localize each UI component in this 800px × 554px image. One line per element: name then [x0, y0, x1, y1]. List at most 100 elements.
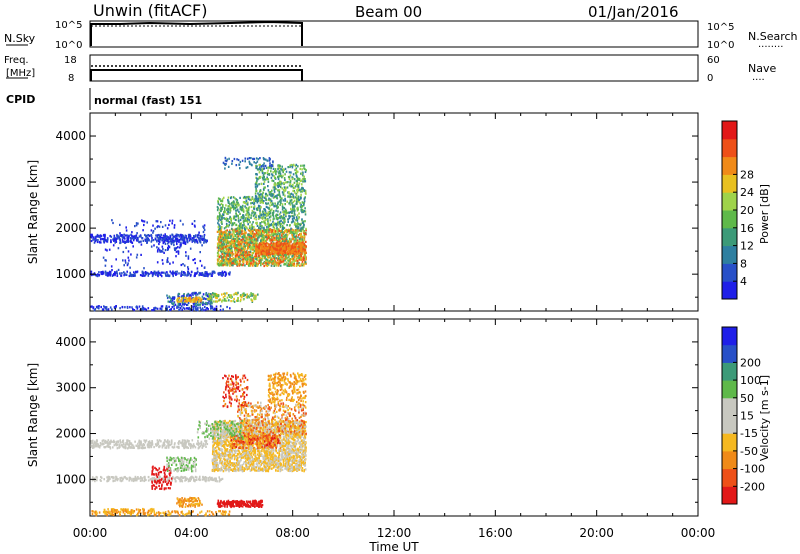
data-cell — [248, 264, 250, 267]
data-cell — [134, 272, 136, 275]
data-cell — [270, 261, 273, 264]
data-cell — [260, 257, 263, 260]
data-cell — [193, 274, 196, 278]
data-cell — [288, 178, 291, 181]
data-cell — [195, 298, 198, 301]
data-cell — [236, 206, 238, 209]
data-cell — [245, 241, 247, 245]
data-cell — [194, 272, 197, 275]
data-cell — [232, 205, 234, 209]
data-cell — [285, 245, 288, 248]
data-cell — [295, 200, 298, 203]
data-cell — [200, 441, 203, 444]
data-cell — [294, 191, 296, 194]
data-cell — [221, 274, 223, 277]
data-cell — [229, 235, 231, 238]
data-cell — [236, 158, 238, 161]
data-cell — [302, 250, 305, 253]
data-cell — [267, 169, 269, 172]
data-cell — [293, 260, 295, 263]
data-cell — [219, 198, 221, 201]
data-cell — [250, 224, 253, 227]
data-cell — [135, 271, 137, 274]
data-cell — [283, 210, 286, 213]
data-cell — [106, 308, 108, 311]
data-cell — [239, 160, 242, 164]
data-cell — [219, 225, 221, 228]
data-cell — [121, 272, 123, 275]
data-cell — [264, 223, 267, 227]
data-cell — [300, 247, 303, 250]
data-cell — [258, 247, 260, 250]
data-cell — [215, 293, 217, 296]
data-cell — [180, 299, 182, 302]
data-cell — [138, 445, 141, 448]
data-cell — [281, 169, 283, 172]
data-cell — [222, 204, 224, 207]
data-cell — [299, 202, 301, 205]
data-cell — [264, 252, 266, 256]
data-cell — [228, 233, 231, 236]
data-cell — [97, 445, 99, 448]
data-cell — [183, 300, 186, 303]
data-cell — [98, 271, 100, 274]
data-cell — [144, 233, 146, 237]
data-cell — [210, 296, 213, 299]
data-cell — [284, 250, 286, 253]
data-cell — [243, 243, 245, 246]
data-cell — [170, 241, 172, 245]
data-cell — [140, 308, 143, 311]
data-cell — [94, 308, 97, 311]
data-cell — [259, 163, 262, 166]
data-cell — [240, 298, 242, 301]
data-cell — [269, 234, 271, 237]
data-cell — [301, 260, 304, 263]
data-cell — [178, 446, 180, 449]
data-cell — [289, 242, 291, 245]
data-cell — [135, 238, 138, 242]
data-cell — [183, 264, 186, 267]
data-cell — [238, 255, 240, 259]
data-cell — [291, 236, 294, 239]
data-cell — [264, 248, 266, 251]
data-cell — [282, 245, 284, 248]
data-cell — [167, 443, 169, 446]
data-cell — [237, 243, 240, 246]
data-cell — [230, 235, 232, 238]
data-cell — [286, 242, 288, 245]
data-cell — [284, 197, 286, 200]
data-cell — [273, 257, 276, 260]
data-cell — [284, 247, 286, 250]
data-cell — [292, 259, 294, 262]
data-cell — [289, 229, 292, 232]
data-cell — [275, 251, 278, 254]
data-cell — [297, 249, 300, 252]
data-cell — [157, 440, 159, 443]
data-cell — [242, 245, 245, 248]
data-cell — [227, 294, 230, 297]
data-cell — [165, 305, 168, 308]
data-cell — [154, 270, 156, 273]
data-cell — [234, 240, 237, 243]
data-cell — [159, 235, 162, 238]
data-cell — [226, 257, 228, 260]
data-cell — [104, 264, 107, 267]
data-cell — [264, 192, 267, 195]
data-cell — [263, 239, 266, 242]
data-cell — [170, 298, 172, 301]
data-cell — [276, 182, 279, 185]
data-cell — [300, 179, 303, 182]
data-cell — [239, 225, 241, 228]
data-cell — [281, 197, 283, 200]
data-cell — [272, 193, 274, 196]
data-cell — [251, 241, 254, 245]
data-cell — [269, 254, 272, 257]
data-cell — [202, 237, 204, 240]
colorbar-swatch — [722, 121, 737, 140]
data-cell — [299, 233, 301, 236]
data-cell — [266, 254, 269, 257]
data-cell — [94, 440, 96, 443]
data-cell — [280, 201, 282, 205]
colorbar-tick-label: 20 — [740, 204, 754, 217]
data-cell — [184, 234, 187, 237]
